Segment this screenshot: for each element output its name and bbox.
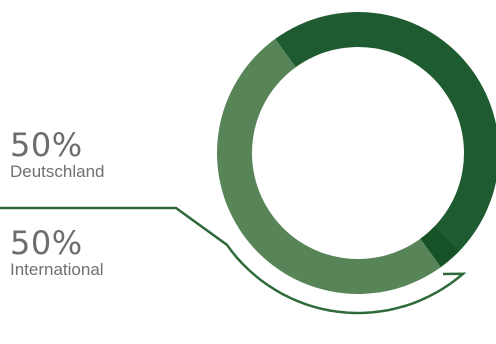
legend-deutschland: 50% Deutschland	[10, 128, 105, 182]
slice-deutschland	[275, 11, 496, 268]
slice-international	[216, 38, 441, 295]
international-percent: 50%	[10, 224, 83, 262]
deutschland-label: Deutschland	[10, 162, 105, 181]
connector-line	[0, 206, 467, 315]
slice-deutschland-shade	[420, 226, 460, 268]
deutschland-percent: 50%	[10, 126, 83, 164]
legend-international: 50% International	[10, 226, 104, 280]
international-label: International	[10, 260, 104, 279]
